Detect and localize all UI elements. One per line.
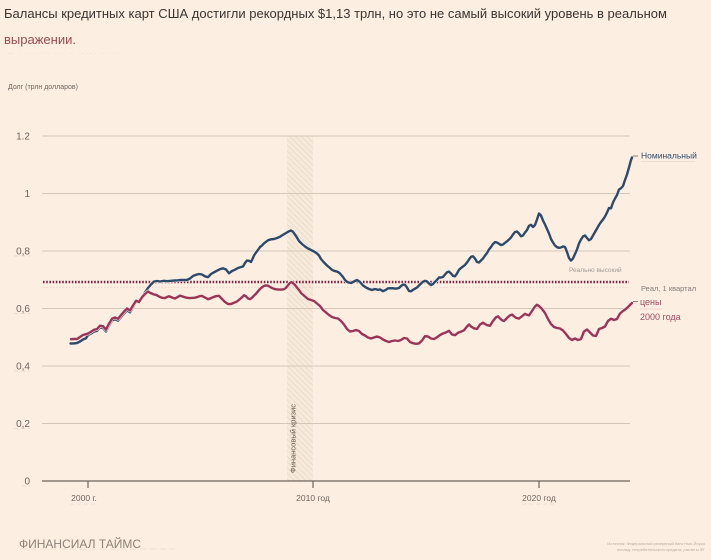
- svg-text:1: 1: [24, 189, 30, 200]
- svg-text:0,4: 0,4: [16, 362, 30, 373]
- svg-text:0,2: 0,2: [16, 419, 30, 430]
- svg-text:2000 года: 2000 года: [640, 312, 681, 322]
- svg-text:1.2: 1.2: [16, 132, 30, 143]
- svg-text:Финансовый кризис: Финансовый кризис: [289, 404, 298, 473]
- svg-text:Номинальный: Номинальный: [641, 151, 697, 161]
- svg-text:исслед. потребительского креди: исслед. потребительского кредита; расчет…: [617, 547, 705, 552]
- svg-text:0,6: 0,6: [16, 304, 30, 315]
- svg-text:Реально высокий: Реально высокий: [569, 266, 622, 274]
- svg-text:цены: цены: [640, 297, 662, 307]
- svg-text:0,8: 0,8: [16, 247, 30, 258]
- svg-text:0: 0: [24, 477, 30, 488]
- svg-text:Реал, 1 квартал: Реал, 1 квартал: [641, 284, 696, 293]
- svg-text:2010 год: 2010 год: [296, 493, 330, 503]
- svg-text:2020 год: 2020 год: [522, 493, 556, 503]
- svg-text:Источник: Федеральный резервны: Источник: Федеральный резервный банк Нью…: [607, 541, 705, 546]
- svg-text:2000 г.: 2000 г.: [71, 493, 97, 503]
